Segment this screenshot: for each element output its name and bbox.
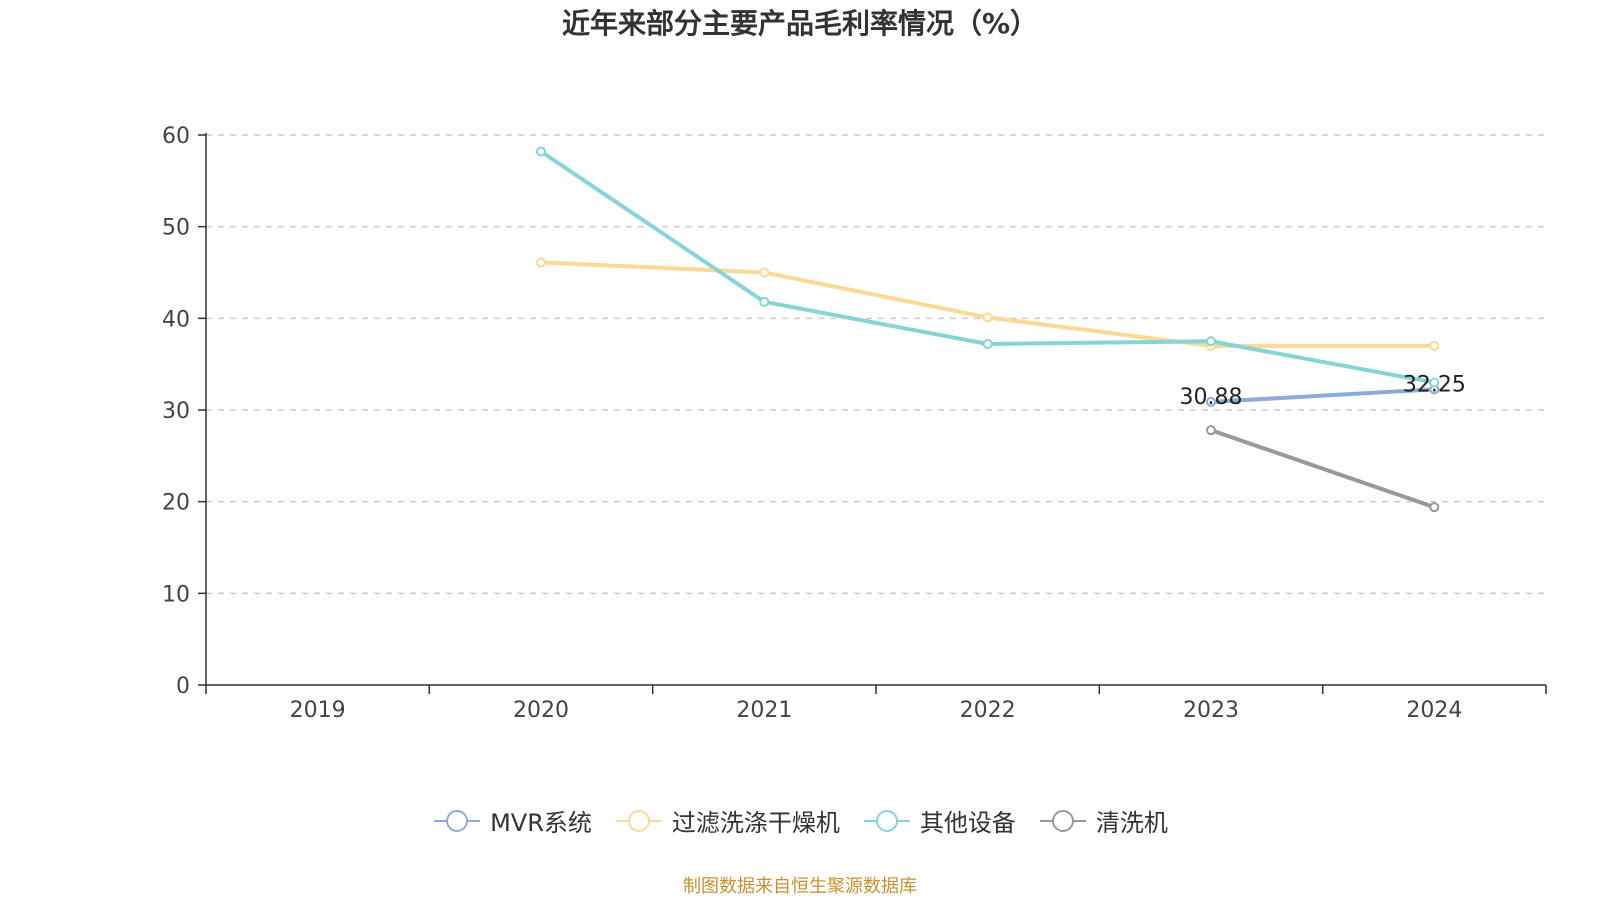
grid-lines [206, 134, 1546, 595]
data-point [982, 312, 993, 323]
y-tick-label: 60 [162, 124, 190, 149]
x-tick-label: 2020 [513, 698, 569, 723]
legend-label: MVR系统 [490, 809, 592, 837]
data-point [1429, 340, 1440, 351]
legend-item[interactable]: 其他设备 [862, 803, 1016, 838]
legend: MVR系统 过滤洗涤干燥机 其他设备 清洗机 [0, 803, 1600, 838]
data-point [536, 146, 546, 157]
legend-item[interactable]: 过滤洗涤干燥机 [614, 803, 840, 838]
x-tick-label: 2023 [1183, 698, 1239, 723]
legend-item[interactable]: 清洗机 [1038, 803, 1168, 838]
legend-label: 清洗机 [1095, 809, 1168, 837]
legend-marker-icon [863, 809, 910, 832]
y-axis-tick-labels: 0 10 20 30 40 50 60 [162, 124, 190, 699]
series-line-0 [1210, 387, 1435, 404]
data-point [1206, 396, 1216, 407]
y-tick-label: 20 [162, 491, 190, 516]
x-axis-tick-labels: 2019 2020 2021 2022 2023 2024 [290, 698, 1463, 723]
data-point [536, 257, 546, 268]
line-chart: 0 10 20 30 40 50 60 2019 2020 2021 2022 2023 2024 3… [162, 124, 1547, 723]
data-point [1206, 425, 1216, 436]
x-tick-label: 2022 [960, 698, 1016, 723]
series-line-1 [540, 260, 1435, 348]
series-lines [536, 146, 1440, 513]
data-point [1429, 377, 1440, 388]
legend-item[interactable]: MVR系统 [432, 803, 592, 838]
y-tick-label: 40 [162, 307, 190, 332]
series-line-3 [1210, 428, 1435, 510]
x-tick-label: 2019 [290, 698, 346, 723]
legend-label: 其他设备 [919, 809, 1016, 837]
axes [198, 133, 1547, 694]
legend-marker-icon [1039, 809, 1086, 832]
data-point [1206, 336, 1216, 347]
data-label: 30.88 [1180, 385, 1243, 410]
legend-marker-icon [615, 809, 662, 832]
data-point [759, 267, 770, 278]
data-point [982, 339, 993, 349]
data-labels: 30.88 32.25 [1180, 372, 1466, 410]
chart-title: 近年来部分主要产品毛利率情况（%） [561, 7, 1039, 40]
y-tick-label: 0 [176, 674, 190, 699]
legend-marker-icon [434, 809, 481, 832]
data-point [1429, 502, 1440, 513]
source-note: 制图数据来自恒生聚源数据库 [683, 876, 917, 897]
x-tick-label: 2024 [1406, 698, 1462, 723]
y-tick-label: 30 [162, 399, 190, 424]
data-point [759, 296, 770, 307]
data-label: 32.25 [1403, 372, 1466, 397]
legend-label: 过滤洗涤干燥机 [671, 809, 840, 837]
x-tick-label: 2021 [736, 698, 792, 723]
y-tick-label: 50 [162, 216, 190, 241]
y-tick-label: 10 [162, 582, 190, 607]
